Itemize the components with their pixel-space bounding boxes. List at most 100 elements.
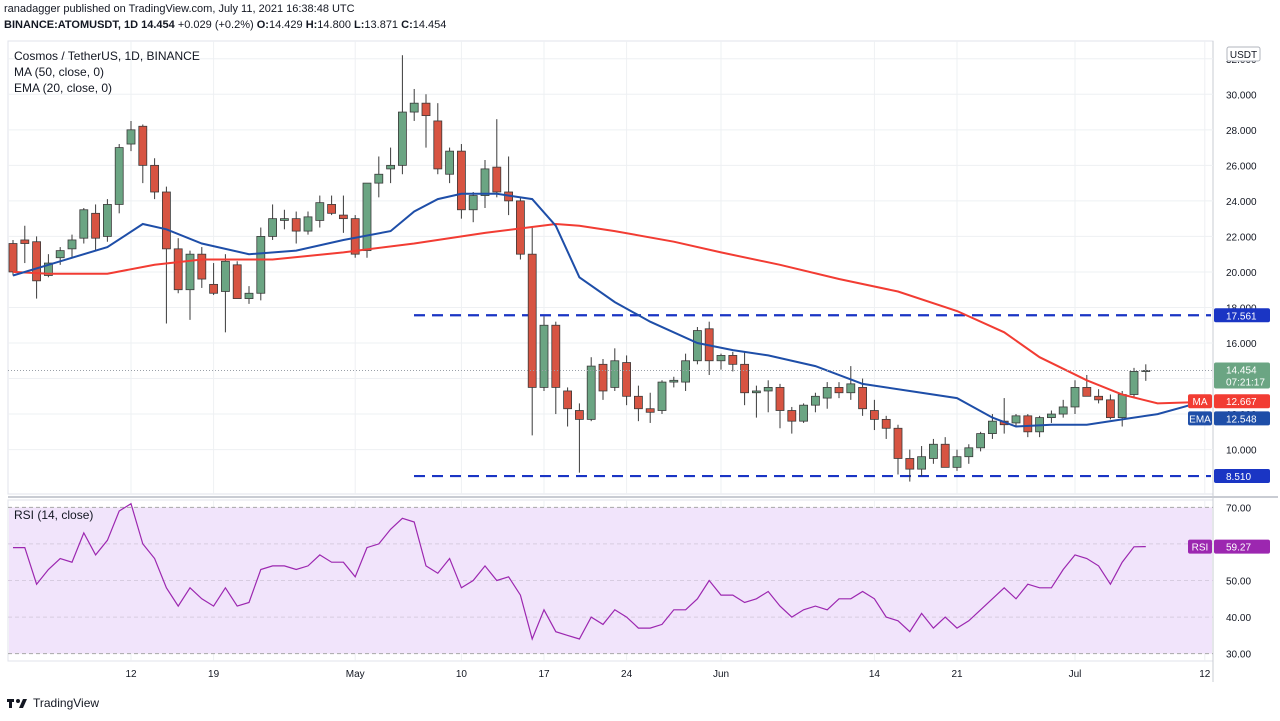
candle-up[interactable] (409, 88, 419, 121)
candle-up[interactable] (303, 211, 313, 235)
candle-body (456, 150, 466, 211)
candle-up[interactable] (752, 385, 761, 418)
candle-down[interactable] (563, 387, 572, 427)
candle-up[interactable] (1047, 410, 1056, 423)
candle-down[interactable] (775, 383, 785, 429)
candle-down[interactable] (209, 263, 219, 296)
candle-up[interactable] (103, 199, 112, 242)
candle-up[interactable] (480, 160, 490, 208)
candle-up[interactable] (1058, 399, 1068, 418)
candle-up[interactable] (822, 382, 832, 409)
candle-up[interactable] (315, 195, 325, 228)
candle-up[interactable] (693, 327, 702, 365)
candle-up[interactable] (669, 376, 679, 388)
candle-up[interactable] (1011, 414, 1021, 427)
candle-up[interactable] (268, 204, 278, 240)
candle-down[interactable] (327, 195, 337, 216)
candle-down[interactable] (421, 94, 431, 148)
candle-up[interactable] (976, 431, 985, 452)
candle-body (79, 209, 89, 239)
rsi-name-tag-bg (1188, 539, 1212, 554)
candle-up[interactable] (917, 446, 926, 477)
candle-up[interactable] (114, 144, 124, 214)
candle-down[interactable] (598, 358, 608, 400)
candle-up[interactable] (468, 192, 478, 223)
candle-down[interactable] (173, 238, 183, 294)
candle-up[interactable] (811, 392, 820, 413)
candle-down[interactable] (622, 355, 631, 406)
candle-up[interactable] (374, 156, 384, 198)
candle-down[interactable] (20, 225, 30, 264)
candle-up[interactable] (386, 147, 396, 184)
candle-down[interactable] (138, 124, 148, 184)
level-price-tag[interactable]: 17.561 (1214, 308, 1270, 323)
candle-down[interactable] (893, 424, 903, 475)
candle-up[interactable] (586, 357, 596, 422)
candle-down[interactable] (575, 403, 584, 473)
candle-up[interactable] (79, 207, 89, 244)
price-change: +0.029 (+0.2%) (177, 19, 254, 31)
ma-name-tag-bg (1188, 394, 1212, 409)
candle-down[interactable] (232, 261, 242, 299)
candle-body (657, 381, 667, 411)
ma-price-tag[interactable]: 12.667 (1214, 394, 1270, 409)
candle-down[interactable] (834, 382, 844, 399)
price-tick-label: 16.000 (1226, 339, 1257, 350)
candle-down[interactable] (527, 227, 537, 436)
candle-up[interactable] (952, 449, 962, 471)
candle-down[interactable] (940, 437, 950, 468)
price-tick-label: 22.000 (1226, 232, 1257, 243)
candle-up[interactable] (67, 234, 77, 258)
candle-down[interactable] (1106, 394, 1115, 420)
candle-up[interactable] (362, 182, 372, 258)
candle-down[interactable] (905, 449, 915, 482)
candle-down[interactable] (456, 144, 466, 219)
candle-up[interactable] (126, 120, 136, 152)
candle-up[interactable] (220, 254, 230, 333)
candle-down[interactable] (291, 211, 301, 244)
candle-up[interactable] (763, 380, 773, 413)
candle-up[interactable] (539, 316, 549, 391)
candle-up[interactable] (681, 353, 690, 391)
candle-down[interactable] (728, 351, 738, 372)
candle-down[interactable] (740, 351, 749, 406)
candle-up[interactable] (1129, 367, 1139, 399)
candle-up[interactable] (1070, 380, 1080, 415)
candle-up[interactable] (964, 444, 974, 464)
candle-down[interactable] (433, 103, 443, 175)
candle-down[interactable] (8, 239, 18, 276)
candle-up[interactable] (929, 438, 938, 464)
candle-down[interactable] (150, 158, 160, 200)
candle-up[interactable] (279, 209, 289, 230)
candle-down[interactable] (1094, 389, 1103, 404)
ema-price-tag[interactable]: 12.548 (1214, 411, 1270, 426)
candle-down[interactable] (787, 406, 797, 434)
candle-down[interactable] (492, 119, 502, 198)
candle-down[interactable] (197, 247, 207, 288)
candle-down[interactable] (338, 195, 348, 233)
rsi-price-tag[interactable]: 59.27 (1214, 539, 1270, 554)
candle-down[interactable] (634, 385, 643, 422)
candle-up[interactable] (244, 286, 254, 304)
candle-up[interactable] (256, 227, 266, 301)
candle-up[interactable] (610, 348, 620, 391)
candle-down[interactable] (91, 204, 100, 251)
candle-down[interactable] (645, 392, 655, 423)
candle-down[interactable] (161, 186, 171, 324)
candle-up[interactable] (445, 147, 455, 184)
level-price-tag[interactable]: 8.510 (1214, 469, 1270, 484)
candle-up[interactable] (185, 250, 195, 320)
candle-down[interactable] (870, 399, 879, 431)
candle-down[interactable] (881, 415, 891, 439)
currency-badge[interactable] (1226, 46, 1261, 62)
candle-down[interactable] (1082, 374, 1092, 397)
candle-up[interactable] (657, 380, 667, 415)
tradingview-footer[interactable]: TradingView (6, 696, 99, 710)
candle-up[interactable] (799, 403, 808, 423)
candle-up[interactable] (846, 366, 856, 400)
candle-up[interactable] (716, 353, 726, 370)
candle-down[interactable] (551, 321, 561, 415)
candle-up[interactable] (397, 55, 407, 175)
